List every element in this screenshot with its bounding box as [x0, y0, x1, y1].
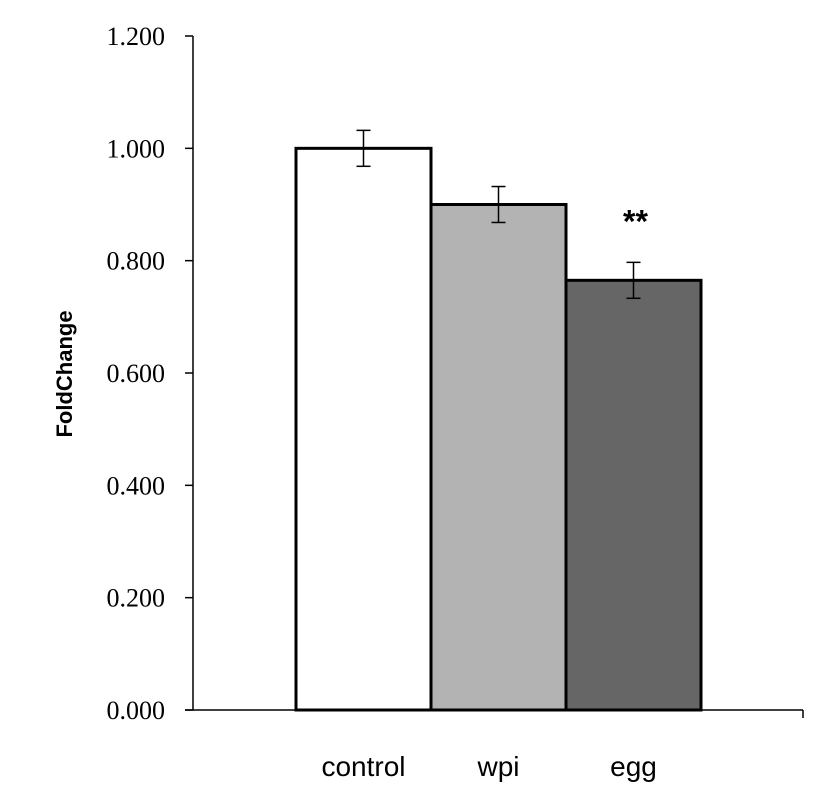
y-axis-ticks: 0.000 0.200 0.400 0.600 0.800 1.000 1.200 — [107, 22, 193, 725]
y-axis-title: FoldChange — [52, 310, 77, 437]
y-tick-label: 0.800 — [107, 247, 166, 276]
y-tick-label: 1.200 — [107, 22, 166, 51]
y-tick-label: 1.000 — [107, 134, 166, 163]
x-category-label: control — [321, 751, 405, 782]
bar-egg — [564, 278, 703, 712]
annotations: ** — [623, 203, 648, 239]
x-category-label: wpi — [476, 751, 519, 782]
bar-control — [294, 146, 433, 712]
bar-wpi — [429, 203, 568, 712]
error-bars — [356, 129, 641, 300]
y-tick-label: 0.200 — [107, 584, 166, 613]
significance-marker: ** — [623, 203, 648, 239]
x-category-label: egg — [610, 751, 657, 782]
y-tick-label: 0.600 — [107, 359, 166, 388]
y-tick-label: 0.000 — [107, 696, 166, 725]
x-axis-labels: control wpi egg — [321, 751, 656, 782]
y-tick-label: 0.400 — [107, 471, 166, 500]
